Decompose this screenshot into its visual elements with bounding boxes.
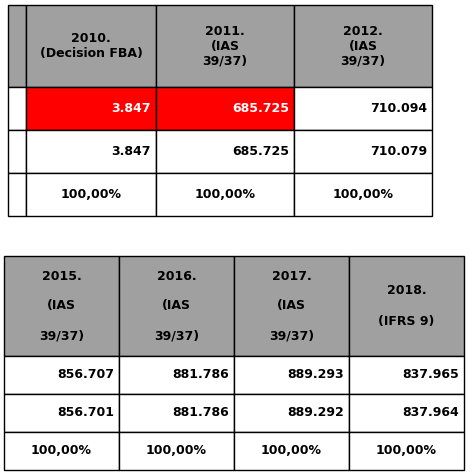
Text: 837.965: 837.965 (402, 368, 459, 382)
Bar (4, 256, 119, 356)
Bar (8, 87, 26, 130)
Bar (119, 356, 234, 394)
Bar (156, 5, 294, 87)
Text: 2016.

(IAS

39/37): 2016. (IAS 39/37) (154, 270, 199, 343)
Text: 2011.
(IAS
39/37): 2011. (IAS 39/37) (202, 25, 247, 67)
Bar (234, 432, 349, 470)
Text: 710.079: 710.079 (370, 145, 427, 158)
Bar (8, 130, 26, 173)
Text: 685.725: 685.725 (232, 102, 289, 115)
Text: 100,00%: 100,00% (376, 445, 437, 457)
Text: 100,00%: 100,00% (194, 188, 255, 201)
Bar (294, 130, 432, 173)
Bar (156, 87, 294, 130)
Text: 3.847: 3.847 (111, 102, 151, 115)
Bar (294, 173, 432, 216)
Bar (349, 356, 464, 394)
Bar (8, 173, 26, 216)
Text: 2017.

(IAS

39/37): 2017. (IAS 39/37) (269, 270, 314, 343)
Bar (294, 87, 432, 130)
Bar (119, 256, 234, 356)
Bar (156, 130, 294, 173)
Text: 3.847: 3.847 (111, 145, 151, 158)
Text: 2012.
(IAS
39/37): 2012. (IAS 39/37) (340, 25, 385, 67)
Bar (26, 173, 156, 216)
Text: 856.707: 856.707 (57, 368, 114, 382)
Text: 685.725: 685.725 (232, 145, 289, 158)
Bar (4, 432, 119, 470)
Bar (26, 130, 156, 173)
Bar (234, 256, 349, 356)
Text: 100,00%: 100,00% (261, 445, 322, 457)
Text: 881.786: 881.786 (172, 407, 229, 419)
Text: 889.292: 889.292 (287, 407, 344, 419)
Text: 837.964: 837.964 (402, 407, 459, 419)
Text: 881.786: 881.786 (172, 368, 229, 382)
Bar (156, 173, 294, 216)
Text: 100,00%: 100,00% (61, 188, 121, 201)
Bar (349, 394, 464, 432)
Bar (8, 5, 26, 87)
Bar (4, 356, 119, 394)
Bar (26, 5, 156, 87)
Text: 2015.

(IAS

39/37): 2015. (IAS 39/37) (39, 270, 84, 343)
Text: 100,00%: 100,00% (332, 188, 393, 201)
Bar (4, 394, 119, 432)
Text: 710.094: 710.094 (370, 102, 427, 115)
Bar (26, 87, 156, 130)
Bar (119, 394, 234, 432)
Text: 2018.

(IFRS 9): 2018. (IFRS 9) (378, 284, 435, 328)
Bar (234, 394, 349, 432)
Text: 100,00%: 100,00% (31, 445, 92, 457)
Text: 889.293: 889.293 (287, 368, 344, 382)
Bar (349, 432, 464, 470)
Bar (119, 432, 234, 470)
Bar (294, 5, 432, 87)
Bar (349, 256, 464, 356)
Text: 856.701: 856.701 (57, 407, 114, 419)
Text: 100,00%: 100,00% (146, 445, 207, 457)
Bar (234, 356, 349, 394)
Text: 2010.
(Decision FBA): 2010. (Decision FBA) (39, 32, 143, 60)
